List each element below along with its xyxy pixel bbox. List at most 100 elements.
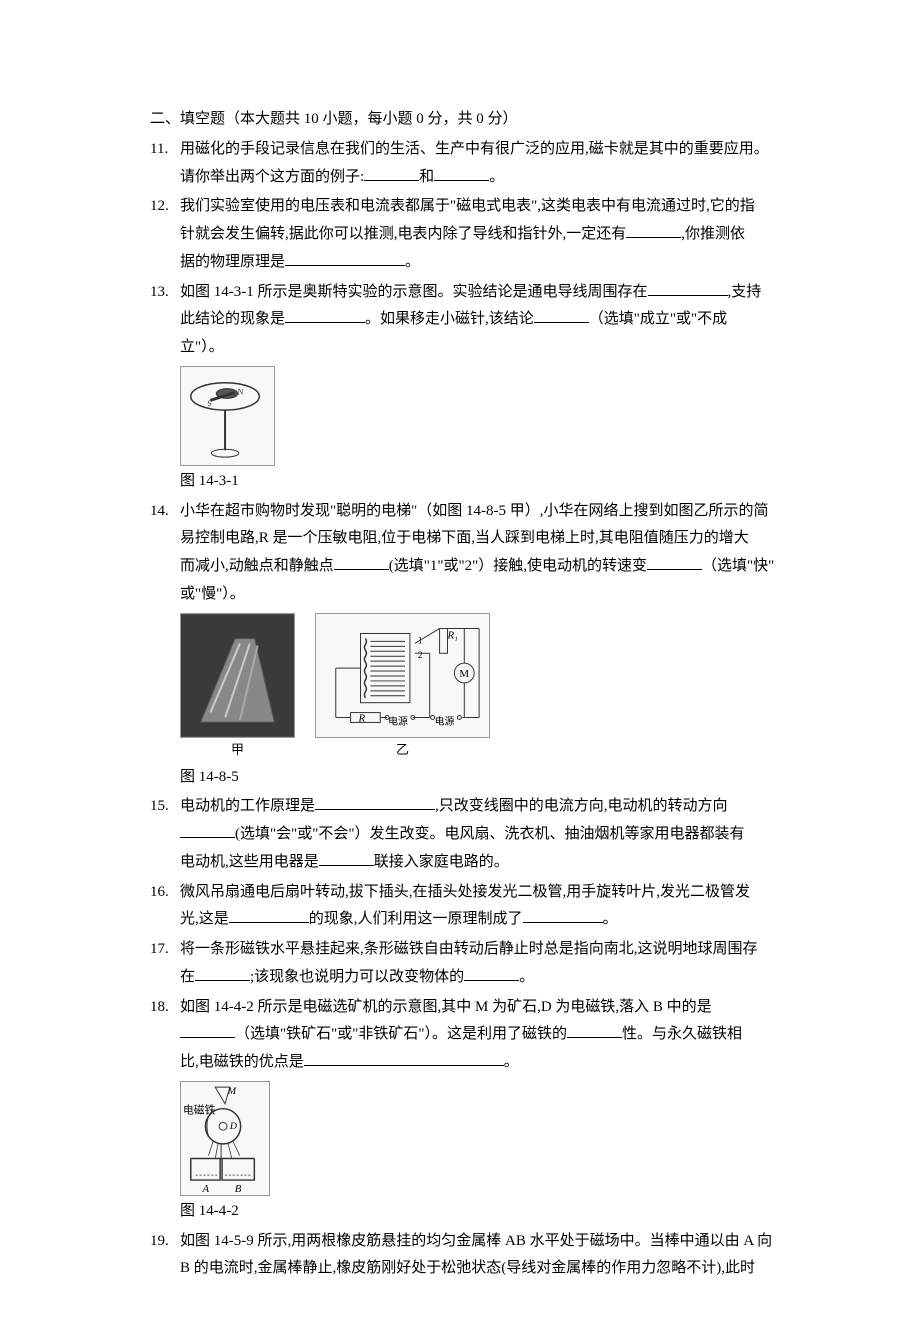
svg-text:电源: 电源 (435, 714, 455, 727)
text-line: 据的物理原理是。 (180, 254, 420, 270)
question-number: 15. (150, 793, 180, 876)
text-line: 立"）。 (180, 339, 224, 355)
blank[interactable] (285, 308, 365, 323)
text-line: 针就会发生偏转,据此你可以推测,电表内除了导线和指针外,一定还有,你推测依 (180, 226, 745, 242)
figure-left: 甲 (180, 613, 295, 762)
blank[interactable] (334, 555, 389, 570)
svg-text:B: B (235, 1183, 242, 1195)
blank[interactable] (647, 555, 702, 570)
blank[interactable] (195, 966, 250, 981)
text-line: 在;该现象也说明力可以改变物体的。 (180, 969, 534, 985)
question-body: 微风吊扇通电后扇叶转动,拔下插头,在插头处接发光二极管,用手旋转叶片,发光二极管… (180, 879, 785, 935)
sub-caption-left: 甲 (180, 738, 295, 762)
question-body: 用磁化的手段记录信息在我们的生活、生产中有很广泛的应用,磁卡就是其中的重要应用。… (180, 136, 785, 192)
blank[interactable] (534, 308, 589, 323)
text-line: 而减小,动触点和静触点(选填"1"或"2"）接触,使电动机的转速变（选填"快" (180, 558, 774, 574)
text-line: 比,电磁铁的优点是。 (180, 1054, 519, 1070)
blank[interactable] (364, 166, 419, 181)
question-number: 17. (150, 936, 180, 992)
question-15: 15. 电动机的工作原理是,只改变线圈中的电流方向,电动机的转动方向 (选填"会… (150, 793, 785, 876)
text-line: 将一条形磁铁水平悬挂起来,条形磁铁自由转动后静止时总是指向南北,这说明地球周围存 (180, 941, 758, 957)
text-line: 请你举出两个这方面的例子:和。 (180, 169, 504, 185)
svg-text:2: 2 (418, 650, 423, 661)
question-body: 将一条形磁铁水平悬挂起来,条形磁铁自由转动后静止时总是指向南北,这说明地球周围存… (180, 936, 785, 992)
text-line: B 的电流时,金属棒静止,橡皮筋刚好处于松弛状态(导线对金属棒的作用力忽略不计)… (180, 1260, 755, 1276)
question-body: 小华在超市购物时发现"聪明的电梯"（如图 14-8-5 甲）,小华在网络上搜到如… (180, 498, 785, 609)
text-line: 微风吊扇通电后扇叶转动,拔下插头,在插头处接发光二极管,用手旋转叶片,发光二极管… (180, 884, 750, 900)
text-line: 或"慢"）。 (180, 586, 245, 602)
text-line: 我们实验室使用的电压表和电流表都属于"磁电式电表",这类电表中有电流通过时,它的… (180, 198, 755, 214)
text-line: 用磁化的手段记录信息在我们的生活、生产中有很广泛的应用,磁卡就是其中的重要应用。 (180, 141, 769, 157)
svg-text:N: N (238, 387, 244, 396)
question-body: 我们实验室使用的电压表和电流表都属于"磁电式电表",这类电表中有电流通过时,它的… (180, 193, 785, 276)
question-number: 12. (150, 193, 180, 276)
blank[interactable] (567, 1023, 622, 1038)
text-line: (选填"会"或"不会"）发生改变。电风扇、洗衣机、抽油烟机等家用电器都装有 (180, 826, 745, 842)
question-number: 11. (150, 136, 180, 192)
blank[interactable] (648, 281, 728, 296)
oersted-diagram-icon: S N (181, 366, 274, 466)
ore-separator-icon: M 电磁铁 D A B (181, 1081, 269, 1196)
question-number: 19. (150, 1228, 180, 1284)
figure-caption: 图 14-4-2 (180, 1198, 785, 1226)
text-line: 电动机的工作原理是,只改变线圈中的电流方向,电动机的转动方向 (180, 798, 728, 814)
figure-caption: 图 14-8-5 (180, 764, 785, 792)
blank[interactable] (523, 908, 603, 923)
text-line: 光,这是的现象,人们利用这一原理制成了。 (180, 911, 618, 927)
question-17: 17. 将一条形磁铁水平悬挂起来,条形磁铁自由转动后静止时总是指向南北,这说明地… (150, 936, 785, 992)
question-18: 18. 如图 14-4-2 所示是电磁选矿机的示意图,其中 M 为矿石,D 为电… (150, 994, 785, 1077)
text-line: 如图 14-4-2 所示是电磁选矿机的示意图,其中 M 为矿石,D 为电磁铁,落… (180, 999, 712, 1015)
blank[interactable] (464, 966, 519, 981)
text-line: （选填"铁矿石"或"非铁矿石"）。这是利用了磁铁的性。与永久磁铁相 (180, 1026, 742, 1042)
figure-image: M 电磁铁 D A B (180, 1081, 270, 1196)
sub-caption-right: 乙 (315, 738, 490, 762)
blank[interactable] (315, 795, 435, 810)
text-line: 如图 14-3-1 所示是奥斯特实验的示意图。实验结论是通电导线周围存在,支持 (180, 284, 761, 300)
blank[interactable] (180, 823, 235, 838)
text-line: 小华在超市购物时发现"聪明的电梯"（如图 14-8-5 甲）,小华在网络上搜到如… (180, 503, 769, 519)
blank[interactable] (304, 1051, 504, 1066)
figure-image-left (180, 613, 295, 738)
svg-text:A: A (202, 1183, 210, 1195)
question-body: 如图 14-4-2 所示是电磁选矿机的示意图,其中 M 为矿石,D 为电磁铁,落… (180, 994, 785, 1077)
question-14: 14. 小华在超市购物时发现"聪明的电梯"（如图 14-8-5 甲）,小华在网络… (150, 498, 785, 609)
figure-right: 1 2 R₁ M R 电源 电源 (315, 613, 490, 762)
svg-text:M: M (227, 1086, 237, 1097)
figure-image: S N (180, 366, 275, 466)
question-13: 13. 如图 14-3-1 所示是奥斯特实验的示意图。实验结论是通电导线周围存在… (150, 279, 785, 362)
svg-text:R: R (358, 712, 366, 724)
question-11: 11. 用磁化的手段记录信息在我们的生活、生产中有很广泛的应用,磁卡就是其中的重… (150, 136, 785, 192)
question-body: 如图 14-5-9 所示,用两根橡皮筋悬挂的均匀金属棒 AB 水平处于磁场中。当… (180, 1228, 785, 1284)
escalator-photo-icon (181, 613, 294, 738)
text-line: 易控制电路,R 是一个压敏电阻,位于电梯下面,当人踩到电梯上时,其电阻值随压力的… (180, 530, 749, 546)
svg-text:M: M (459, 667, 469, 679)
question-12: 12. 我们实验室使用的电压表和电流表都属于"磁电式电表",这类电表中有电流通过… (150, 193, 785, 276)
svg-text:电源: 电源 (388, 714, 408, 727)
blank[interactable] (626, 223, 681, 238)
svg-text:R₁: R₁ (446, 629, 458, 641)
section-header: 二、填空题（本大题共 10 小题，每小题 0 分，共 0 分） (150, 106, 785, 134)
blank[interactable] (229, 908, 309, 923)
question-body: 电动机的工作原理是,只改变线圈中的电流方向,电动机的转动方向 (选填"会"或"不… (180, 793, 785, 876)
figure-14-4-2: M 电磁铁 D A B (180, 1081, 785, 1196)
svg-text:S: S (207, 399, 211, 408)
figure-14-8-5: 甲 1 2 R₁ M (180, 613, 785, 762)
text-line: 电动机,这些用电器是联接入家庭电路的。 (180, 854, 509, 870)
question-number: 14. (150, 498, 180, 609)
question-number: 13. (150, 279, 180, 362)
blank[interactable] (180, 1023, 235, 1038)
svg-text:D: D (229, 1121, 237, 1132)
question-number: 16. (150, 879, 180, 935)
circuit-diagram-icon: 1 2 R₁ M R 电源 电源 (316, 613, 489, 738)
text-line: 此结论的现象是。如果移走小磁针,该结论（选填"成立"或"不成 (180, 311, 727, 327)
question-body: 如图 14-3-1 所示是奥斯特实验的示意图。实验结论是通电导线周围存在,支持 … (180, 279, 785, 362)
figure-14-3-1: S N (180, 366, 785, 466)
blank[interactable] (285, 251, 405, 266)
text-line: 如图 14-5-9 所示,用两根橡皮筋悬挂的均匀金属棒 AB 水平处于磁场中。当… (180, 1233, 772, 1249)
figure-caption: 图 14-3-1 (180, 468, 785, 496)
blank[interactable] (319, 851, 374, 866)
question-number: 18. (150, 994, 180, 1077)
question-16: 16. 微风吊扇通电后扇叶转动,拔下插头,在插头处接发光二极管,用手旋转叶片,发… (150, 879, 785, 935)
figure-image-right: 1 2 R₁ M R 电源 电源 (315, 613, 490, 738)
blank[interactable] (434, 166, 489, 181)
